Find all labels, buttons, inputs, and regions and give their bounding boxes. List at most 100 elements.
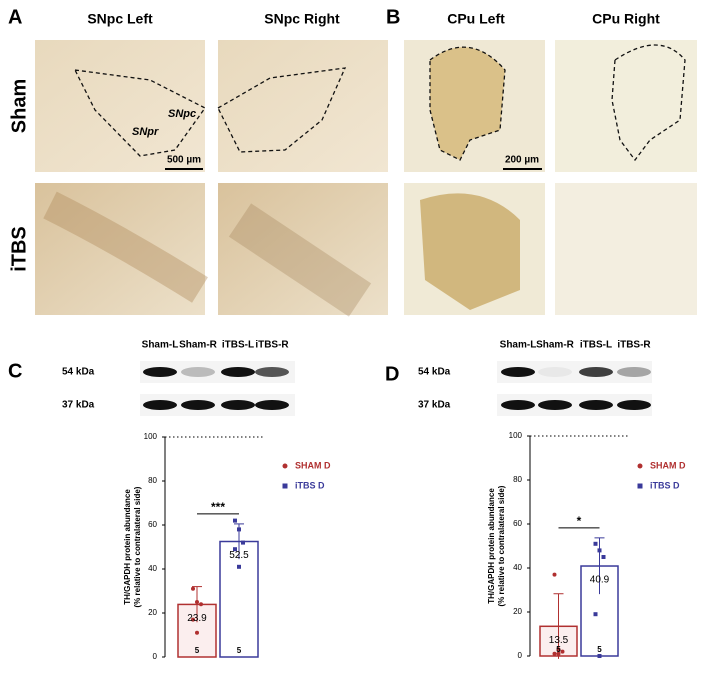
blot-band	[538, 367, 572, 377]
data-point	[237, 527, 241, 532]
y-tick-label: 20	[148, 608, 157, 617]
blot-band	[143, 400, 177, 410]
n-label: 5	[556, 645, 561, 654]
y-tick-label: 60	[148, 520, 157, 529]
panel-label: B	[386, 6, 400, 28]
lane-label: Sham-L	[142, 340, 179, 351]
legend-label: iTBS D	[650, 480, 680, 490]
lane-label: iTBS-L	[580, 340, 612, 351]
data-point	[233, 547, 237, 552]
lane-label: Sham-R	[179, 340, 218, 351]
blot-band	[181, 367, 215, 377]
data-point	[195, 630, 199, 635]
data-point	[597, 654, 602, 658]
band-label: 37 kDa	[62, 400, 95, 411]
panel-d: D Sham-L Sham-R iTBS-L iTBS-R 54 kDa 37 kDa 0 20…	[385, 340, 686, 660]
y-axis-label: TH/GAPDH protein abundance	[487, 488, 496, 604]
panel-c: C Sham-L Sham-R iTBS-L iTBS-R 54 kDa 37 kDa 0 20…	[8, 340, 331, 661]
column-title: CPu Right	[592, 11, 660, 27]
micrograph	[35, 183, 205, 315]
row-label: iTBS	[8, 226, 30, 272]
data-point	[241, 540, 245, 545]
legend-label: SHAM D	[650, 460, 686, 470]
panel-label: A	[8, 6, 22, 28]
micrograph	[218, 183, 388, 315]
stain	[420, 193, 520, 310]
lane-label: iTBS-L	[222, 340, 254, 351]
row-label: Sham	[8, 79, 30, 133]
data-point	[593, 541, 598, 546]
value-label: 23.9	[187, 613, 207, 624]
y-tick-label: 60	[513, 519, 522, 528]
region-outline	[73, 69, 206, 157]
stain	[430, 47, 505, 161]
legend-marker	[637, 483, 643, 489]
significance-label: *	[577, 514, 582, 528]
lane-label: iTBS-R	[617, 340, 651, 351]
stain	[43, 191, 208, 303]
micrograph	[555, 183, 697, 315]
data-point	[233, 518, 237, 523]
data-point	[593, 612, 598, 617]
column-title: CPu Left	[447, 11, 505, 27]
lane-label: Sham-R	[536, 340, 575, 351]
y-axis-label: TH/GAPDH protein abundance	[123, 489, 132, 605]
blot	[497, 361, 652, 383]
blot-band	[255, 367, 289, 377]
lane-label: Sham-L	[500, 340, 537, 351]
y-axis-label: (% relative to contralateral side)	[497, 485, 506, 606]
y-tick-label: 80	[513, 475, 522, 484]
data-point	[199, 602, 203, 607]
legend-marker	[282, 463, 288, 469]
data-point	[556, 651, 561, 656]
value-label: 40.9	[590, 575, 610, 586]
data-point	[552, 651, 557, 656]
legend-label: iTBS D	[295, 480, 325, 490]
micrograph	[218, 40, 388, 172]
blot-band	[538, 400, 572, 410]
blot-band	[501, 400, 535, 410]
data-point	[597, 548, 602, 553]
data-point	[195, 600, 199, 604]
blot-band	[143, 367, 177, 377]
n-label: 5	[195, 646, 200, 655]
blot	[497, 394, 652, 416]
annotation: SNpr	[132, 126, 159, 138]
panel-label: D	[385, 363, 399, 385]
y-tick-label: 100	[144, 432, 158, 441]
data-point	[237, 564, 241, 569]
y-tick-label: 40	[148, 564, 157, 573]
data-point	[601, 555, 606, 559]
scale-label: 200 µm	[505, 155, 539, 166]
band-label: 54 kDa	[418, 367, 451, 378]
lane-label: iTBS-R	[255, 340, 289, 351]
region-outline	[217, 67, 347, 153]
annotation: SNpc	[168, 108, 196, 120]
blot-band	[181, 400, 215, 410]
blot-band	[617, 400, 651, 410]
data-point	[191, 617, 195, 622]
y-tick-label: 20	[513, 607, 522, 616]
data-point	[556, 647, 561, 652]
y-tick-label: 40	[513, 563, 522, 572]
blot-band	[617, 367, 651, 377]
y-tick-label: 100	[509, 431, 523, 440]
column-title: SNpc Right	[264, 11, 340, 27]
y-tick-label: 80	[148, 476, 157, 485]
blot	[140, 394, 295, 416]
n-label: 5	[237, 646, 242, 655]
scale-label: 500 µm	[167, 155, 201, 166]
band-label: 54 kDa	[62, 367, 95, 378]
y-axis-label: (% relative to contralateral side)	[133, 486, 142, 607]
data-point	[191, 586, 195, 591]
column-title: SNpc Left	[87, 11, 153, 27]
blot-band	[501, 367, 535, 377]
data-point	[560, 649, 565, 654]
micrograph	[35, 40, 205, 172]
significance-label: ***	[211, 500, 225, 514]
value-label: 13.5	[549, 635, 569, 646]
band-label: 37 kDa	[418, 400, 451, 411]
blot-band	[579, 400, 613, 410]
n-label: 5	[597, 645, 602, 654]
